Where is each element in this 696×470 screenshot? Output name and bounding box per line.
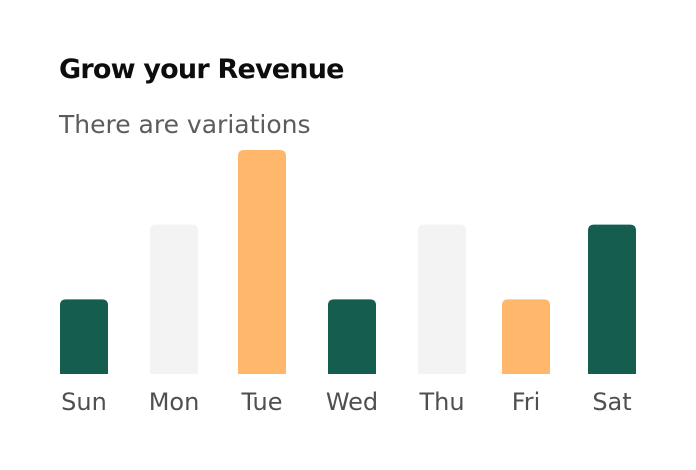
bar-mon bbox=[150, 224, 198, 374]
x-tick-label-fri: Fri bbox=[512, 388, 541, 416]
x-tick-label-mon: Mon bbox=[149, 388, 200, 416]
x-tick-label-sun: Sun bbox=[61, 388, 107, 416]
chart-subtitle: There are variations bbox=[59, 110, 311, 139]
x-tick-label-thu: Thu bbox=[418, 388, 464, 416]
bar-thu bbox=[418, 224, 466, 374]
bar-wed bbox=[328, 299, 376, 374]
bar-sat bbox=[588, 224, 636, 374]
bar-sun bbox=[60, 299, 108, 374]
bar-fri bbox=[502, 299, 550, 374]
x-tick-label-sat: Sat bbox=[592, 388, 631, 416]
x-tick-label-tue: Tue bbox=[241, 388, 283, 416]
x-tick-label-wed: Wed bbox=[326, 388, 378, 416]
chart-title: Grow your Revenue bbox=[59, 54, 344, 85]
bar-tue bbox=[238, 150, 286, 374]
